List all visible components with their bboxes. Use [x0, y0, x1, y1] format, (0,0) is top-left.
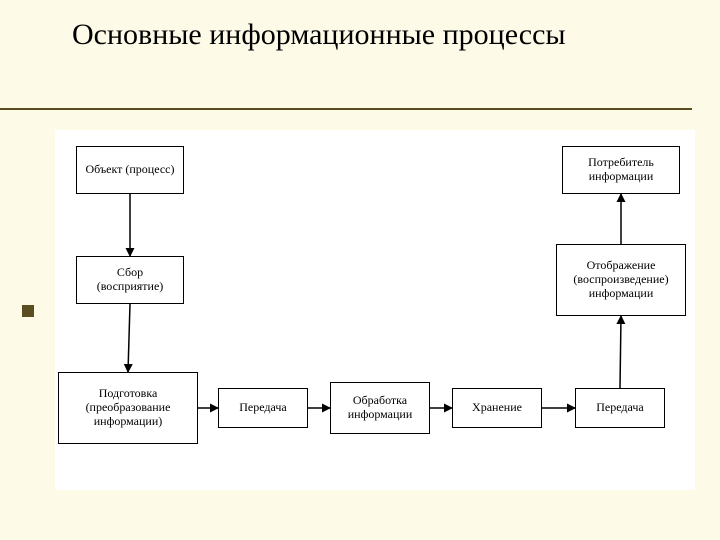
flowchart-node: Сбор (восприятие) [76, 256, 184, 304]
slide: Основные информационные процессы Объект … [0, 0, 720, 540]
flowchart-node: Хранение [452, 388, 542, 428]
flowchart-node: Подготовка (преобразование информации) [58, 372, 198, 444]
flowchart-node: Отображение (воспроизведение) информации [556, 244, 686, 316]
flowchart-node: Обработка информации [330, 382, 430, 434]
flowchart-node: Передача [218, 388, 308, 428]
flowchart-diagram: Объект (процесс) Сбор (восприятие) Подгото… [0, 0, 720, 540]
flowchart-node: Потребитель информации [562, 146, 680, 194]
flowchart-node: Объект (процесс) [76, 146, 184, 194]
flowchart-node: Передача [575, 388, 665, 428]
